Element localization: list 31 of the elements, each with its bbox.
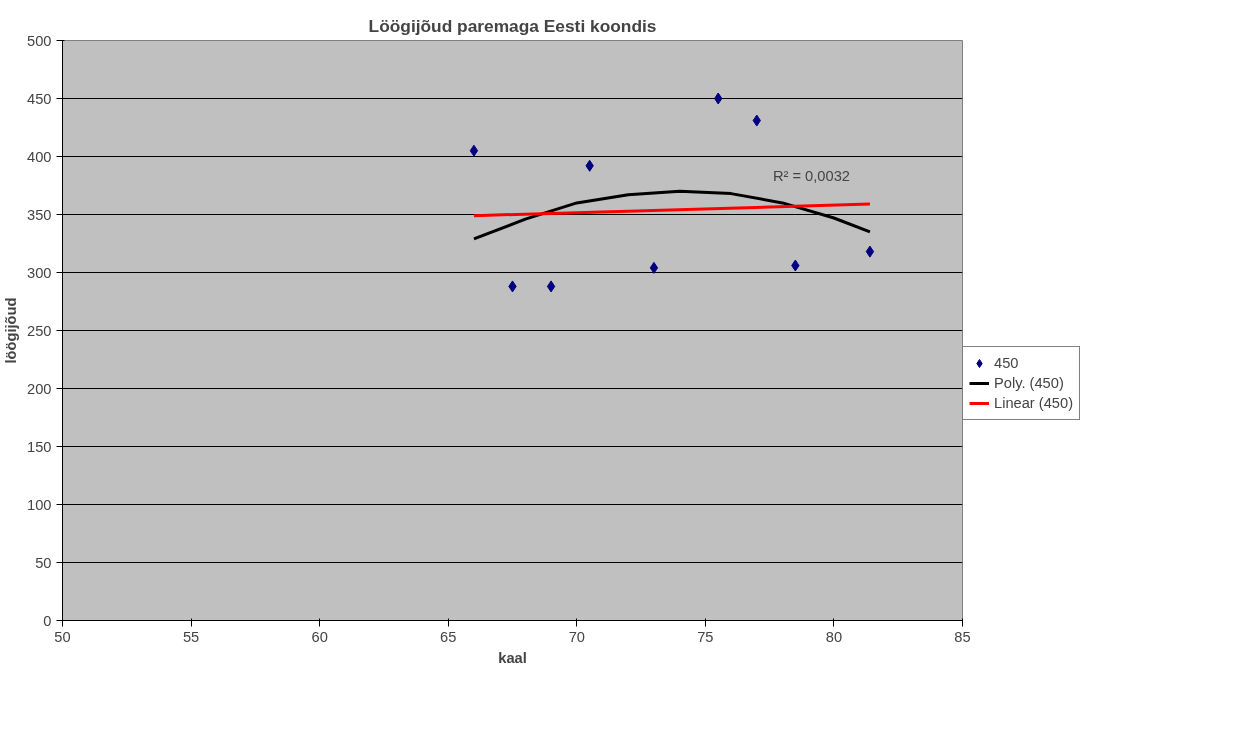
point [649, 261, 659, 274]
legend-label: Linear (450) [994, 395, 1074, 411]
y-tick-label: 150 [27, 438, 52, 455]
y-tick-label: 50 [35, 554, 52, 571]
x-tick-label: 50 [54, 628, 71, 645]
y-tick-label: 200 [27, 380, 52, 397]
legend-label: 450 [994, 355, 1019, 371]
y-axis-title: löögijõud [3, 297, 20, 364]
x-tick-label: 80 [825, 628, 843, 645]
y-tick-label: 100 [27, 496, 52, 513]
point [865, 245, 875, 258]
x-axis-title: kaal [498, 649, 527, 666]
chart-title: Löögijõud paremaga Eesti koondis [368, 15, 657, 36]
y-tick-label: 400 [27, 148, 52, 165]
y-tick-label: 0 [43, 612, 52, 629]
x-tick-label: 55 [182, 628, 200, 645]
point [469, 144, 479, 157]
x-tick-label: 85 [954, 628, 971, 645]
y-tick-label: 450 [27, 90, 52, 107]
x-tick-label: 70 [568, 628, 585, 645]
line-series [472, 189, 872, 241]
legend-label: Poly. (450) [994, 375, 1064, 391]
x-tick-label: 65 [440, 628, 457, 645]
y-tick-label: 500 [27, 32, 52, 49]
point [546, 280, 556, 293]
x-tick-label: 60 [311, 628, 328, 645]
y-tick-label: 300 [27, 264, 52, 281]
x-tick-label: 75 [697, 628, 714, 645]
y-tick-label: 350 [27, 206, 52, 223]
y-tick-label: 250 [27, 322, 52, 339]
annotation: R² = 0,0032 [772, 168, 850, 185]
